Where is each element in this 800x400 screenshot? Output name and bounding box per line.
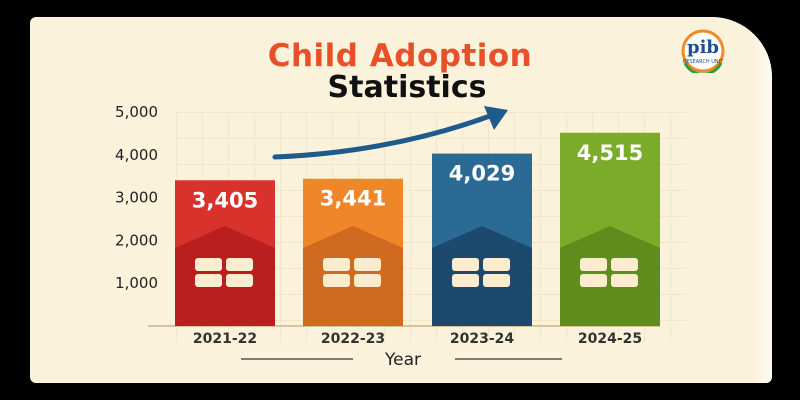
bars: 3,405 3,441 4,029 4,515 — [175, 132, 660, 326]
trend-arrow-icon — [272, 110, 501, 160]
x-tick-label: 2024-25 — [578, 331, 642, 347]
bar-value-label: 3,405 — [192, 188, 258, 212]
y-tick-label: 2,000 — [115, 231, 158, 249]
x-axis: 2021-22 2022-23 2023-24 2024-25 — [193, 331, 642, 347]
chart-title-line2: Statistics — [327, 70, 487, 105]
window-icon — [580, 258, 638, 287]
bar-value-label: 4,515 — [577, 141, 643, 165]
bar-house-shape — [175, 226, 275, 326]
bar-2022-23: 3,441 — [303, 178, 403, 326]
trend-arrowhead-icon — [484, 106, 508, 130]
y-tick-label: 5,000 — [115, 103, 158, 121]
bar-house-shape — [560, 226, 660, 326]
bar-2021-22: 3,405 — [175, 180, 275, 326]
y-tick-label: 1,000 — [115, 274, 158, 292]
bar-2024-25: 4,515 — [560, 132, 660, 326]
logo-text: pib — [687, 37, 719, 58]
pib-logo-icon: pib RESEARCH UNIT — [681, 29, 725, 73]
bar-house-shape — [303, 226, 403, 326]
chart-title-line1: Child Adoption — [267, 38, 533, 74]
window-icon — [195, 258, 253, 287]
x-tick-label: 2021-22 — [193, 331, 257, 347]
x-tick-label: 2023-24 — [450, 331, 515, 347]
bar-value-label: 3,441 — [320, 187, 386, 211]
bar-house-shape — [432, 226, 532, 326]
bar-value-label: 4,029 — [449, 162, 515, 186]
y-tick-label: 3,000 — [115, 189, 158, 207]
y-axis: 1,000 2,000 3,000 4,000 5,000 — [115, 103, 158, 292]
window-icon — [452, 258, 510, 287]
bar-2023-24: 4,029 — [432, 153, 532, 326]
window-icon — [323, 258, 381, 287]
y-tick-label: 4,000 — [115, 146, 158, 164]
x-tick-label: 2022-23 — [321, 331, 385, 347]
x-axis-label: Year — [384, 350, 421, 370]
logo-subtext: RESEARCH UNIT — [683, 59, 724, 65]
